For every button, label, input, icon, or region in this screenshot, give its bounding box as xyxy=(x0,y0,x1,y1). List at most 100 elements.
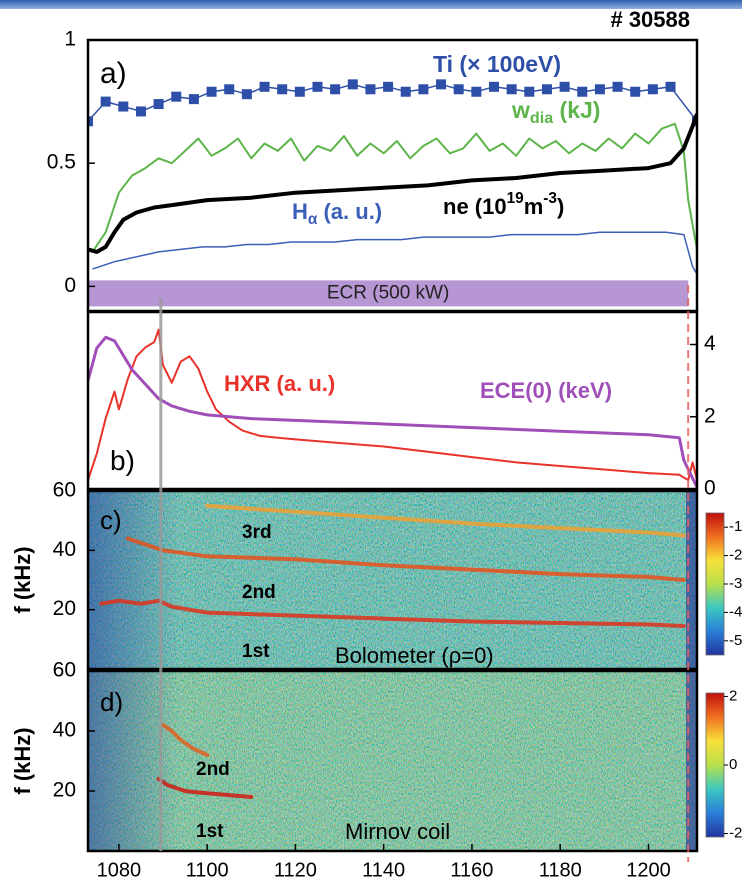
marker xyxy=(506,84,517,95)
panel-frame xyxy=(86,38,699,313)
y-tick-label: 60 xyxy=(53,659,76,682)
y-tick-label: 1 xyxy=(64,28,76,51)
colorbar-label: -5 xyxy=(729,632,742,649)
annotation-part: c) xyxy=(100,505,122,535)
y-tick-label: 0.5 xyxy=(47,151,76,174)
spectrogram-end xyxy=(686,671,697,851)
colorbar-label: -1 xyxy=(729,518,742,535)
plot-area xyxy=(88,79,697,307)
x-tick-label: 1160 xyxy=(450,859,493,881)
harmonic-label: 3rd xyxy=(242,522,272,543)
marker xyxy=(647,84,658,95)
panel-frame xyxy=(86,489,699,671)
annotation-part: m xyxy=(524,194,544,219)
annotation-part: w xyxy=(511,97,530,123)
marker xyxy=(594,84,605,95)
annotation: Hα (a. u.) xyxy=(292,199,382,228)
spectrogram-edge xyxy=(88,671,697,851)
marker xyxy=(418,84,429,95)
annotation-part: α xyxy=(308,211,318,228)
annotation-part: (kJ) xyxy=(553,97,600,123)
marker xyxy=(153,99,164,110)
annotation-part: H xyxy=(292,199,308,224)
spectrogram-end xyxy=(686,491,697,669)
annotation: b) xyxy=(110,445,135,476)
marker xyxy=(100,96,111,107)
shot-number: # 30588 xyxy=(610,7,690,32)
annotation-part: Mirnov coil xyxy=(345,819,450,844)
colorbar xyxy=(705,692,725,838)
marker xyxy=(118,101,129,112)
annotation-part: Bolometer (ρ=0) xyxy=(335,643,494,668)
annotation: ne (1019m-3) xyxy=(443,190,564,219)
ridge xyxy=(205,503,686,538)
colorbar-label: -3 xyxy=(729,575,742,592)
annotation: Bolometer (ρ=0) xyxy=(335,643,494,668)
y-label: f (kHz) xyxy=(10,727,35,794)
ridge xyxy=(156,777,254,799)
spectrogram-edge xyxy=(88,491,697,669)
ecr-band xyxy=(88,280,689,307)
marker xyxy=(88,116,93,127)
annotation-part: HXR (a. u.) xyxy=(224,371,335,396)
marker xyxy=(436,79,447,90)
y2-tick-label: 2 xyxy=(704,404,716,427)
series-line xyxy=(88,335,697,488)
harmonic-label: 1st xyxy=(242,641,270,662)
annotation: Ti (× 100eV) xyxy=(433,51,561,77)
x-tick-label: 1180 xyxy=(539,859,582,881)
y-tick-label: 20 xyxy=(53,779,76,802)
marker xyxy=(365,84,376,95)
annotation: HXR (a. u.) xyxy=(224,371,335,396)
x-tick-label: 1140 xyxy=(362,859,405,881)
harmonic-label: 2nd xyxy=(242,582,276,603)
x-tick-label: 1120 xyxy=(274,859,317,881)
marker xyxy=(541,84,552,95)
annotation-part: ECE(0) (keV) xyxy=(480,378,612,403)
harmonic-label: 1st xyxy=(196,821,224,842)
annotation-part: ne (10 xyxy=(443,194,507,219)
marker xyxy=(171,91,182,102)
marker xyxy=(453,84,464,95)
annotation: c) xyxy=(100,505,122,535)
annotation-part: dia xyxy=(530,109,554,127)
series-line xyxy=(88,328,697,482)
plot-area xyxy=(88,491,697,669)
annotation-part: d) xyxy=(100,687,123,717)
marker xyxy=(135,106,146,117)
x-tick-label: 1200 xyxy=(626,859,671,881)
harmonic-label: 2nd xyxy=(196,759,230,780)
y-tick-label: 20 xyxy=(53,597,76,620)
series-line xyxy=(88,113,697,254)
x-tick-label: 1080 xyxy=(97,859,142,881)
annotation: ECE(0) (keV) xyxy=(480,378,612,403)
y-tick-label: 40 xyxy=(53,719,76,742)
y-tick-label: 60 xyxy=(53,479,76,502)
marker xyxy=(259,81,270,92)
annotation-part: b) xyxy=(110,445,135,476)
annotation: wdia (kJ) xyxy=(511,97,600,127)
x-tick-label: 1100 xyxy=(186,859,229,881)
annotation: a) xyxy=(100,57,127,90)
colorbar-label: -2 xyxy=(729,547,742,564)
annotation-part: -3 xyxy=(543,190,557,207)
plot-area xyxy=(88,328,697,488)
annotation-part: a) xyxy=(100,57,127,90)
annotation-part: ) xyxy=(557,194,564,219)
annotation-part: Ti (× 100eV) xyxy=(433,51,561,77)
colorbar-label: 0 xyxy=(729,756,737,773)
top-band xyxy=(0,0,742,9)
marker xyxy=(206,86,217,97)
colorbar xyxy=(705,512,725,656)
series-line xyxy=(91,122,697,253)
marker xyxy=(577,86,588,97)
marker xyxy=(294,86,305,97)
marker xyxy=(559,81,570,92)
marker xyxy=(330,84,341,95)
marker xyxy=(383,81,394,92)
series-line xyxy=(92,231,697,275)
marker xyxy=(347,79,358,90)
marker xyxy=(524,86,535,97)
